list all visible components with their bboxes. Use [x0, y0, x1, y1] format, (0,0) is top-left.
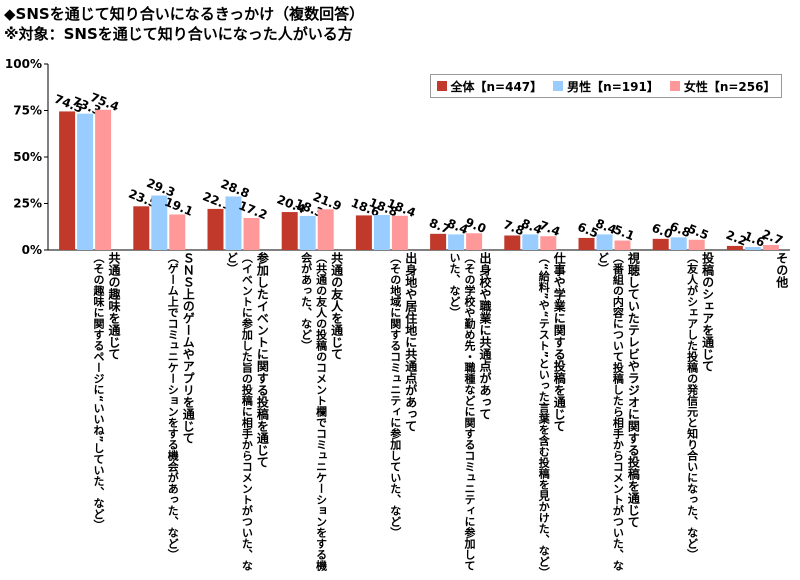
- legend-item-all: 全体【n=447】: [436, 78, 543, 95]
- bar-male: [448, 234, 465, 250]
- category-sub-label: （友人がシェアした投稿の発信元と知り合いになった、など）: [685, 252, 699, 560]
- legend-item-female: 女性【n=256】: [669, 78, 776, 95]
- bar-all: [504, 235, 521, 250]
- x-tick-label: その他: [718, 252, 790, 578]
- legend-item-male: 男性【n=191】: [553, 78, 659, 95]
- bar-female: [391, 215, 408, 250]
- bar-female: [614, 240, 631, 250]
- category-main-label: 仕事や学業に関する投稿を通じて: [552, 252, 567, 432]
- category-sub-label: （ゲーム上でコミュニケーションをする機会があった、など）: [166, 252, 180, 560]
- bar-male: [373, 215, 390, 250]
- data-label-female: 5.5: [686, 222, 711, 243]
- bar-female: [466, 233, 483, 250]
- category-sub-label: （“給料”や“テスト”といった言葉を含む投稿を見かけた、など）: [537, 252, 551, 578]
- bar-all: [59, 111, 76, 251]
- data-label-female: 9.0: [463, 215, 488, 236]
- category-main-label: 共通の趣味を通じて: [107, 252, 121, 360]
- legend-label-male: 男性【n=191】: [567, 79, 659, 94]
- legend-label-female: 女性【n=256】: [683, 79, 776, 94]
- x-tick-label: 出身校や職業に共通点があって （その学校や勤め先・職種などに関するコミュニティに参…: [421, 252, 493, 578]
- bar-male: [522, 234, 539, 250]
- x-tick-label: 仕事や学業に関する投稿を通じて （“給料”や“テスト”といった言葉を含む投稿を見か…: [495, 252, 567, 578]
- y-tick-label: 50%: [13, 150, 42, 164]
- bar-female: [762, 244, 779, 250]
- category-main-label: 投稿のシェアを通じて: [700, 252, 715, 372]
- bar-male: [225, 196, 242, 250]
- x-tick-label: 投稿のシェアを通じて （友人がシェアした投稿の発信元と知り合いになった、など）: [644, 252, 716, 578]
- x-tick-label: ＳＮＳ上のゲームやアプリを通じて （ゲーム上でコミュニケーションをする機会があった…: [124, 252, 196, 578]
- x-tick-label: 共通の趣味を通じて （その趣味に関するページに“いいね”していた、など）: [50, 252, 122, 578]
- x-tick-label: 視聴していたテレビやラジオに関する投稿を通じて （番組の内容について投稿したら相手…: [569, 252, 641, 578]
- category-main-label: 参加したイベントに関する投稿を通じて: [255, 252, 270, 468]
- bar-all: [726, 245, 743, 250]
- y-tick-label: 25%: [13, 197, 42, 211]
- x-tick-label: 参加したイベントに関する投稿を通じて （イベントに参加した旨の投稿に相手からコメン…: [198, 252, 270, 578]
- bar-all: [355, 215, 372, 250]
- legend-label-all: 全体【n=447】: [450, 79, 543, 94]
- category-main-label: 出身校や職業に共通点があって: [478, 252, 492, 420]
- bar-male: [744, 247, 761, 250]
- category-sub-label: （その地域に関するコミュニティに参加していた、など）: [388, 252, 402, 538]
- x-tick-label: 出身地や居住地に共通点があって （その地域に関するコミュニティに参加していた、など…: [347, 252, 419, 578]
- chart-title: ◆SNSを通じて知り合いになるきっかけ（複数回答）: [4, 5, 365, 23]
- data-label-female: 7.4: [537, 218, 562, 239]
- bar-female: [95, 109, 112, 250]
- category-sub-label: （その趣味に関するページに“いいね”していた、など）: [92, 252, 105, 531]
- bar-male: [299, 215, 316, 250]
- category-main-label: ＳＮＳ上のゲームやアプリを通じて: [181, 252, 196, 444]
- bar-all: [207, 208, 224, 250]
- category-main-label: 出身地や居住地に共通点があって: [403, 252, 418, 432]
- category-sub-label: （その学校や勤め先・職種などに関するコミュニティに参加していた、など）: [448, 252, 476, 571]
- y-tick-label: 0%: [22, 243, 42, 257]
- bar-all: [652, 238, 669, 250]
- category-sub-label: （共通の友人の投稿のコメント欄でコミュニケーションをする機会があった、など）: [299, 252, 328, 571]
- y-tick-label: 100%: [5, 57, 42, 71]
- bar-male: [151, 195, 168, 250]
- category-main-label: 視聴していたテレビやラジオに関する投稿を通じて: [626, 252, 641, 528]
- category-sub-label: （イベントに参加した旨の投稿に相手からコメントがついた、など）: [225, 252, 254, 571]
- bar-female: [540, 236, 557, 250]
- chart-subtitle: ※対象：SNSを通じて知り合いになった人がいる方: [4, 25, 353, 43]
- legend-swatch-female: [669, 81, 680, 91]
- bar-female: [688, 239, 705, 250]
- bar-male: [596, 234, 613, 250]
- legend-swatch-male: [553, 81, 564, 91]
- bar-male: [77, 113, 94, 250]
- bar-male: [670, 237, 687, 250]
- y-tick-label: 75%: [13, 104, 42, 118]
- category-main-label: 共通の友人を通じて: [329, 252, 344, 360]
- bar-female: [317, 209, 334, 250]
- category-main-label: その他: [774, 252, 789, 288]
- x-tick-label: 共通の友人を通じて （共通の友人の投稿のコメント欄でコミュニケーションをする機会が…: [273, 252, 345, 578]
- bar-female: [169, 214, 186, 250]
- bar-all: [133, 206, 150, 250]
- legend: 全体【n=447】 男性【n=191】 女性【n=256】: [430, 74, 782, 98]
- legend-swatch-all: [436, 81, 447, 91]
- data-label-female: 5.1: [612, 222, 637, 243]
- bar-all: [281, 212, 298, 250]
- category-sub-label: （番組の内容について投稿したら相手からコメントがついた、など）: [596, 252, 625, 571]
- bar-all: [578, 237, 595, 250]
- bar-female: [243, 218, 260, 250]
- bar-all: [430, 233, 447, 250]
